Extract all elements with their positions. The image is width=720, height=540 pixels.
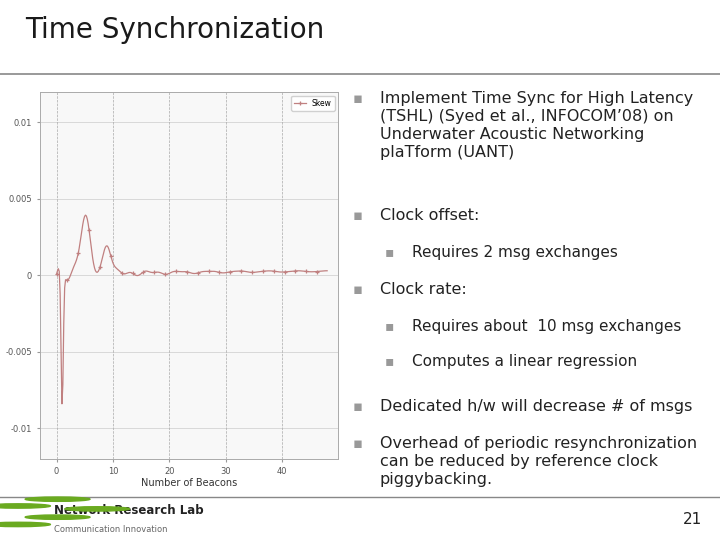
Text: ▪: ▪ bbox=[353, 399, 363, 414]
Text: ▪: ▪ bbox=[385, 245, 395, 259]
Text: ▪: ▪ bbox=[385, 319, 395, 333]
Circle shape bbox=[25, 515, 90, 519]
Text: Computes a linear regression: Computes a linear regression bbox=[412, 354, 637, 369]
Circle shape bbox=[25, 497, 90, 501]
Text: ▪: ▪ bbox=[353, 208, 363, 223]
Text: Clock offset:: Clock offset: bbox=[380, 208, 480, 223]
Circle shape bbox=[0, 504, 50, 508]
Text: ▪: ▪ bbox=[353, 436, 363, 451]
Text: 21: 21 bbox=[683, 512, 702, 527]
Text: Implement Time Sync for High Latency
(TSHL) (Syed et al., INFOCOM’08) on
Underwa: Implement Time Sync for High Latency (TS… bbox=[380, 91, 693, 160]
Text: Time Synchronization: Time Synchronization bbox=[25, 16, 325, 44]
Text: ▪: ▪ bbox=[353, 91, 363, 106]
Text: ▪: ▪ bbox=[353, 282, 363, 297]
Text: Requires 2 msg exchanges: Requires 2 msg exchanges bbox=[412, 245, 618, 260]
X-axis label: Number of Beacons: Number of Beacons bbox=[141, 478, 237, 488]
Text: Overhead of periodic resynchronization
can be reduced by reference clock
piggyba: Overhead of periodic resynchronization c… bbox=[380, 436, 697, 487]
Text: Network Research Lab: Network Research Lab bbox=[54, 504, 204, 517]
Text: Dedicated h/w will decrease # of msgs: Dedicated h/w will decrease # of msgs bbox=[380, 399, 692, 414]
Text: Requires about  10 msg exchanges: Requires about 10 msg exchanges bbox=[412, 319, 682, 334]
Circle shape bbox=[0, 522, 50, 526]
Circle shape bbox=[65, 507, 130, 511]
Text: Communication Innovation: Communication Innovation bbox=[54, 525, 168, 534]
Text: Clock rate:: Clock rate: bbox=[380, 282, 467, 297]
Y-axis label: Skew: Skew bbox=[0, 263, 3, 288]
Text: ▪: ▪ bbox=[385, 354, 395, 368]
Legend: Skew: Skew bbox=[291, 96, 335, 111]
